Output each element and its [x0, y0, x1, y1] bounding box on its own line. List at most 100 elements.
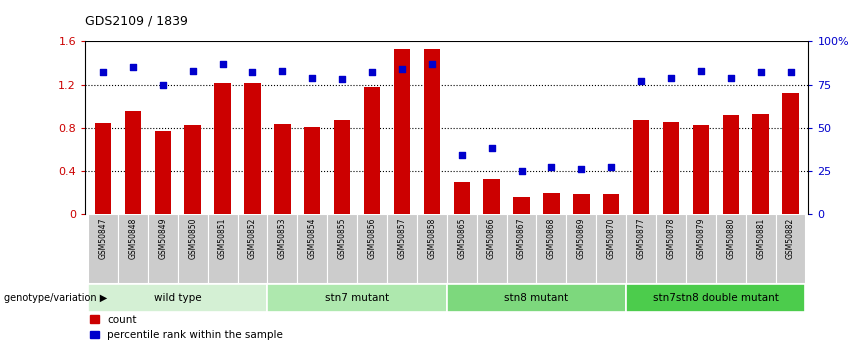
Point: [455, 152, 469, 158]
Text: GSM50857: GSM50857: [397, 217, 407, 259]
FancyBboxPatch shape: [447, 284, 626, 313]
Bar: [94, 123, 111, 214]
Text: GSM50851: GSM50851: [218, 217, 227, 259]
Bar: [334, 120, 351, 214]
Text: GSM50855: GSM50855: [338, 217, 346, 259]
Bar: [214, 83, 231, 214]
Text: GSM50854: GSM50854: [308, 217, 317, 259]
Text: GSM50865: GSM50865: [457, 217, 466, 259]
Bar: [364, 87, 380, 214]
Text: GSM50849: GSM50849: [158, 217, 168, 259]
Text: GSM50848: GSM50848: [129, 217, 137, 259]
Text: GSM50856: GSM50856: [368, 217, 376, 259]
Text: GSM50847: GSM50847: [99, 217, 107, 259]
Point: [365, 70, 379, 75]
FancyBboxPatch shape: [417, 214, 447, 283]
Bar: [304, 127, 321, 214]
Point: [246, 70, 260, 75]
Point: [425, 61, 438, 67]
Bar: [274, 125, 290, 214]
FancyBboxPatch shape: [208, 214, 237, 283]
Bar: [693, 126, 709, 214]
Point: [306, 75, 319, 80]
Text: GSM50858: GSM50858: [427, 217, 437, 259]
Text: stn7stn8 double mutant: stn7stn8 double mutant: [653, 293, 779, 303]
FancyBboxPatch shape: [626, 284, 805, 313]
Text: stn7 mutant: stn7 mutant: [325, 293, 389, 303]
Bar: [663, 122, 679, 214]
Point: [664, 75, 677, 80]
Text: GSM50881: GSM50881: [757, 217, 765, 259]
Bar: [185, 126, 201, 214]
Text: GSM50880: GSM50880: [726, 217, 735, 259]
Bar: [394, 49, 410, 214]
Text: GSM50850: GSM50850: [188, 217, 197, 259]
Text: GSM50866: GSM50866: [487, 217, 496, 259]
Point: [634, 78, 648, 84]
Bar: [752, 114, 768, 214]
FancyBboxPatch shape: [447, 214, 477, 283]
FancyBboxPatch shape: [686, 214, 716, 283]
FancyBboxPatch shape: [237, 214, 267, 283]
Text: genotype/variation ▶: genotype/variation ▶: [4, 294, 107, 303]
FancyBboxPatch shape: [148, 214, 178, 283]
Point: [515, 168, 528, 174]
Text: GSM50867: GSM50867: [517, 217, 526, 259]
Point: [96, 70, 110, 75]
Point: [156, 82, 169, 87]
FancyBboxPatch shape: [745, 214, 775, 283]
Point: [604, 165, 618, 170]
FancyBboxPatch shape: [597, 214, 626, 283]
Point: [186, 68, 199, 73]
Bar: [722, 115, 739, 214]
FancyBboxPatch shape: [716, 214, 745, 283]
Bar: [454, 181, 470, 214]
Point: [126, 65, 140, 70]
Point: [784, 70, 797, 75]
FancyBboxPatch shape: [775, 214, 805, 283]
Text: stn8 mutant: stn8 mutant: [505, 293, 568, 303]
Point: [694, 68, 708, 73]
FancyBboxPatch shape: [118, 214, 148, 283]
Bar: [543, 194, 560, 214]
Point: [216, 61, 230, 67]
Point: [335, 77, 349, 82]
Bar: [513, 197, 529, 214]
FancyBboxPatch shape: [626, 214, 656, 283]
Text: GSM50870: GSM50870: [607, 217, 615, 259]
FancyBboxPatch shape: [297, 214, 328, 283]
Text: GSM50882: GSM50882: [786, 217, 795, 259]
FancyBboxPatch shape: [89, 284, 267, 313]
FancyBboxPatch shape: [656, 214, 686, 283]
FancyBboxPatch shape: [267, 214, 297, 283]
Text: wild type: wild type: [154, 293, 202, 303]
Point: [485, 146, 499, 151]
Bar: [125, 111, 141, 214]
Bar: [155, 131, 171, 214]
FancyBboxPatch shape: [566, 214, 597, 283]
Text: GSM50878: GSM50878: [666, 217, 676, 259]
FancyBboxPatch shape: [328, 214, 357, 283]
FancyBboxPatch shape: [536, 214, 566, 283]
Bar: [483, 179, 500, 214]
Legend: count, percentile rank within the sample: count, percentile rank within the sample: [90, 315, 283, 340]
FancyBboxPatch shape: [387, 214, 417, 283]
Point: [395, 66, 408, 72]
FancyBboxPatch shape: [357, 214, 387, 283]
FancyBboxPatch shape: [506, 214, 536, 283]
Point: [754, 70, 768, 75]
Text: GSM50877: GSM50877: [637, 217, 646, 259]
Text: GSM50869: GSM50869: [577, 217, 585, 259]
Text: GSM50879: GSM50879: [696, 217, 705, 259]
Bar: [573, 195, 590, 214]
Bar: [633, 120, 649, 214]
FancyBboxPatch shape: [267, 284, 447, 313]
Bar: [244, 83, 260, 214]
Point: [545, 165, 558, 170]
Bar: [424, 49, 440, 214]
Bar: [603, 195, 620, 214]
FancyBboxPatch shape: [477, 214, 506, 283]
Bar: [782, 93, 799, 214]
Text: GSM50868: GSM50868: [547, 217, 556, 259]
Point: [574, 166, 588, 172]
